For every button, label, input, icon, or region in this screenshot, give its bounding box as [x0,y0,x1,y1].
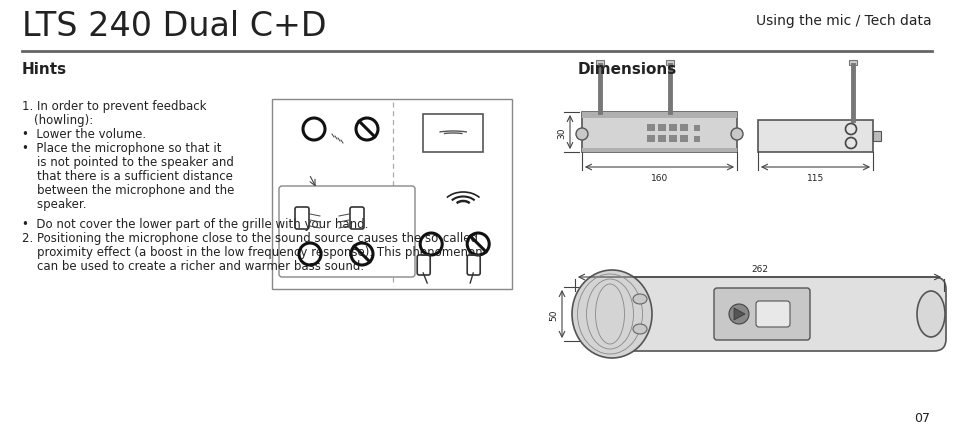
Text: LTS 240 Dual C+D: LTS 240 Dual C+D [22,10,326,43]
Bar [423,115,482,153]
Ellipse shape [916,291,944,337]
Text: 262: 262 [750,265,767,273]
Bar [581,113,737,119]
Bar [679,136,687,143]
Text: 30: 30 [557,127,565,138]
Ellipse shape [633,324,646,334]
FancyBboxPatch shape [621,277,945,351]
Bar [758,121,872,153]
Bar [848,61,856,66]
Text: 50: 50 [548,308,558,320]
Text: •  Lower the volume.: • Lower the volume. [22,128,146,141]
Bar [679,125,687,132]
Bar [693,126,700,132]
Bar [596,61,603,66]
Bar [665,61,673,66]
Bar [668,125,677,132]
Bar [581,148,737,153]
Bar [658,136,665,143]
Bar [272,100,512,290]
Polygon shape [733,308,744,320]
Text: 160: 160 [650,173,667,183]
Bar [693,137,700,143]
Ellipse shape [572,270,651,358]
Bar [668,136,677,143]
FancyBboxPatch shape [278,187,415,277]
Text: 07: 07 [913,411,929,424]
Bar [646,125,655,132]
Text: Using the mic / Tech data: Using the mic / Tech data [756,14,931,28]
FancyBboxPatch shape [713,288,809,340]
Circle shape [728,304,748,324]
Circle shape [730,129,742,141]
Text: Dimensions: Dimensions [578,62,677,77]
Text: 115: 115 [806,173,823,183]
Circle shape [576,129,587,141]
Text: between the microphone and the: between the microphone and the [22,184,234,197]
FancyBboxPatch shape [755,301,789,327]
Ellipse shape [633,294,646,304]
Text: •  Do not cover the lower part of the grille with your hand.: • Do not cover the lower part of the gri… [22,218,368,230]
Text: 2. Positioning the microphone close to the sound source causes the so-called: 2. Positioning the microphone close to t… [22,231,477,244]
Text: speaker.: speaker. [22,198,87,211]
Bar [872,132,880,141]
Text: proximity effect (a boost in the low frequency response). This phenomenon: proximity effect (a boost in the low fre… [22,245,482,258]
Text: that there is a sufficient distance: that there is a sufficient distance [22,170,233,183]
Text: (howling):: (howling): [34,114,93,127]
Text: 1. In order to prevent feedback: 1. In order to prevent feedback [22,100,206,113]
Bar [646,136,655,143]
Text: Hints: Hints [22,62,67,77]
Text: •  Place the microphone so that it: • Place the microphone so that it [22,141,221,155]
Text: is not pointed to the speaker and: is not pointed to the speaker and [22,155,233,169]
Text: can be used to create a richer and warmer bass sound.: can be used to create a richer and warme… [22,259,364,272]
Bar [581,113,737,153]
Bar [658,125,665,132]
